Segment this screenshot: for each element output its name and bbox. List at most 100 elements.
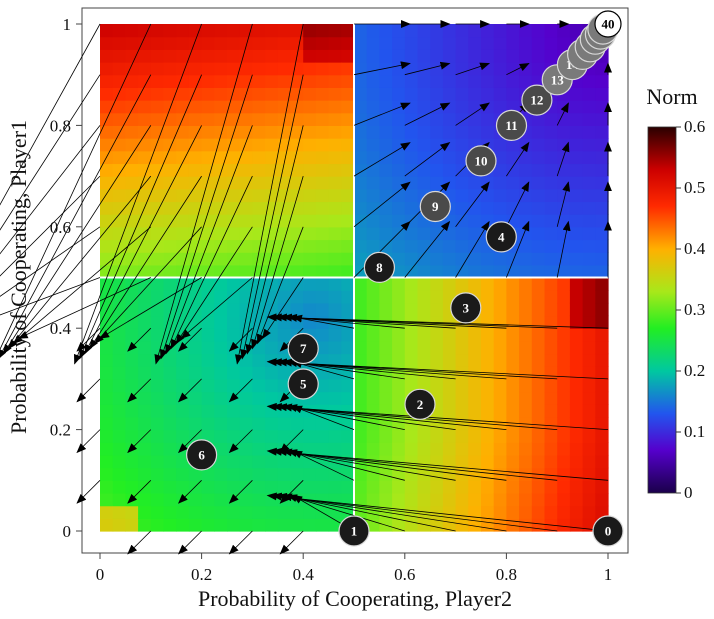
heatmap-cell <box>404 239 419 253</box>
field-arrow <box>76 378 101 403</box>
heatmap-cell <box>354 36 368 50</box>
heatmap-cell <box>430 442 444 456</box>
heatmap-cell <box>493 150 507 165</box>
heatmap-cell <box>315 277 330 291</box>
heatmap-cell <box>481 353 495 367</box>
heatmap-cell <box>417 49 431 63</box>
heatmap-cell <box>569 290 584 304</box>
heatmap-cell <box>328 442 342 456</box>
trajectory-point <box>287 368 319 400</box>
heatmap-cell <box>100 252 114 266</box>
heatmap-cell <box>214 24 228 38</box>
heatmap-cell <box>366 353 380 367</box>
heatmap-cell <box>557 404 571 418</box>
heatmap-cell <box>506 492 520 507</box>
heatmap-cell <box>112 454 126 469</box>
heatmap-cell <box>163 353 177 367</box>
heatmap-cell <box>455 49 469 63</box>
heatmap-cell <box>163 226 177 241</box>
heatmap-cell <box>303 201 317 215</box>
field-arrow <box>353 220 411 278</box>
heatmap-cell <box>430 112 444 126</box>
heatmap-cell <box>442 442 457 456</box>
heatmap-cell <box>150 62 165 76</box>
heatmap-cell <box>163 87 177 101</box>
heatmap-cell <box>354 74 368 88</box>
heatmap-cell <box>404 49 419 63</box>
heatmap-cell <box>227 328 241 342</box>
heatmap-cell <box>239 112 253 126</box>
heatmap-cell <box>557 518 571 532</box>
heatmap-cell <box>303 467 317 481</box>
heatmap-cell <box>277 201 292 215</box>
trajectory-point-label: 4 <box>498 229 505 244</box>
heatmap-cell <box>150 74 165 88</box>
heatmap-cell <box>468 100 482 114</box>
heatmap-cell <box>188 112 203 126</box>
heatmap-cell <box>468 353 482 367</box>
heatmap-cell <box>239 214 253 228</box>
heatmap-cell <box>506 416 520 431</box>
heatmap-cell <box>328 87 342 101</box>
heatmap-cell <box>430 36 444 50</box>
heatmap-cell <box>125 467 139 481</box>
heatmap-cell <box>582 264 596 279</box>
heatmap-cell <box>354 201 368 215</box>
heatmap-cell <box>214 315 228 329</box>
heatmap-cell <box>493 429 507 443</box>
heatmap-cell <box>582 290 596 304</box>
heatmap-cell <box>227 416 241 431</box>
heatmap-cell <box>379 49 393 63</box>
heatmap-cell <box>493 74 507 88</box>
heatmap-cell <box>328 264 342 279</box>
heatmap-cell <box>392 239 406 253</box>
heatmap-cell <box>125 454 139 469</box>
heatmap-cell <box>379 150 393 165</box>
heatmap-cell <box>595 87 609 101</box>
heatmap-cell <box>150 125 165 139</box>
heatmap-cell <box>138 429 152 443</box>
heatmap-cell <box>239 226 253 241</box>
heatmap-cell <box>417 36 431 50</box>
field-arrow <box>262 277 304 340</box>
heatmap-cell <box>176 340 190 355</box>
field-arrow <box>556 181 571 227</box>
heatmap-cell <box>430 239 444 253</box>
heatmap-cell <box>201 505 215 519</box>
heatmap-cell <box>315 252 330 266</box>
heatmap-cell <box>341 442 355 456</box>
heatmap-cell <box>125 492 139 507</box>
heatmap-cell <box>455 125 469 139</box>
heatmap-cell <box>392 277 406 291</box>
heatmap-cell <box>430 62 444 76</box>
heatmap-cell <box>455 138 469 152</box>
heatmap-cell <box>100 188 114 203</box>
heatmap-cell <box>392 340 406 355</box>
heatmap-cell <box>557 492 571 507</box>
heatmap-cell <box>354 429 368 443</box>
heatmap-cell <box>392 150 406 165</box>
heatmap-cell <box>392 24 406 38</box>
heatmap-cell <box>417 328 431 342</box>
heatmap-cell <box>557 416 571 431</box>
heatmap-cell <box>176 214 190 228</box>
heatmap-cell <box>150 505 165 519</box>
heatmap-cell <box>430 492 444 507</box>
heatmap-cell <box>315 239 330 253</box>
heatmap-cell <box>366 302 380 317</box>
heatmap-cell <box>430 315 444 329</box>
heatmap-cell <box>366 378 380 393</box>
heatmap-cell <box>188 49 203 63</box>
heatmap-cell <box>214 429 228 443</box>
heatmap-cell <box>265 518 279 532</box>
heatmap-cell <box>125 290 139 304</box>
heatmap-cell <box>138 100 152 114</box>
heatmap-cell <box>366 492 380 507</box>
heatmap-cell <box>112 366 126 380</box>
heatmap-cell <box>328 112 342 126</box>
heatmap-cell <box>100 480 114 494</box>
field-arrow <box>292 450 355 481</box>
heatmap-cell <box>392 201 406 215</box>
heatmap-cell <box>582 125 596 139</box>
